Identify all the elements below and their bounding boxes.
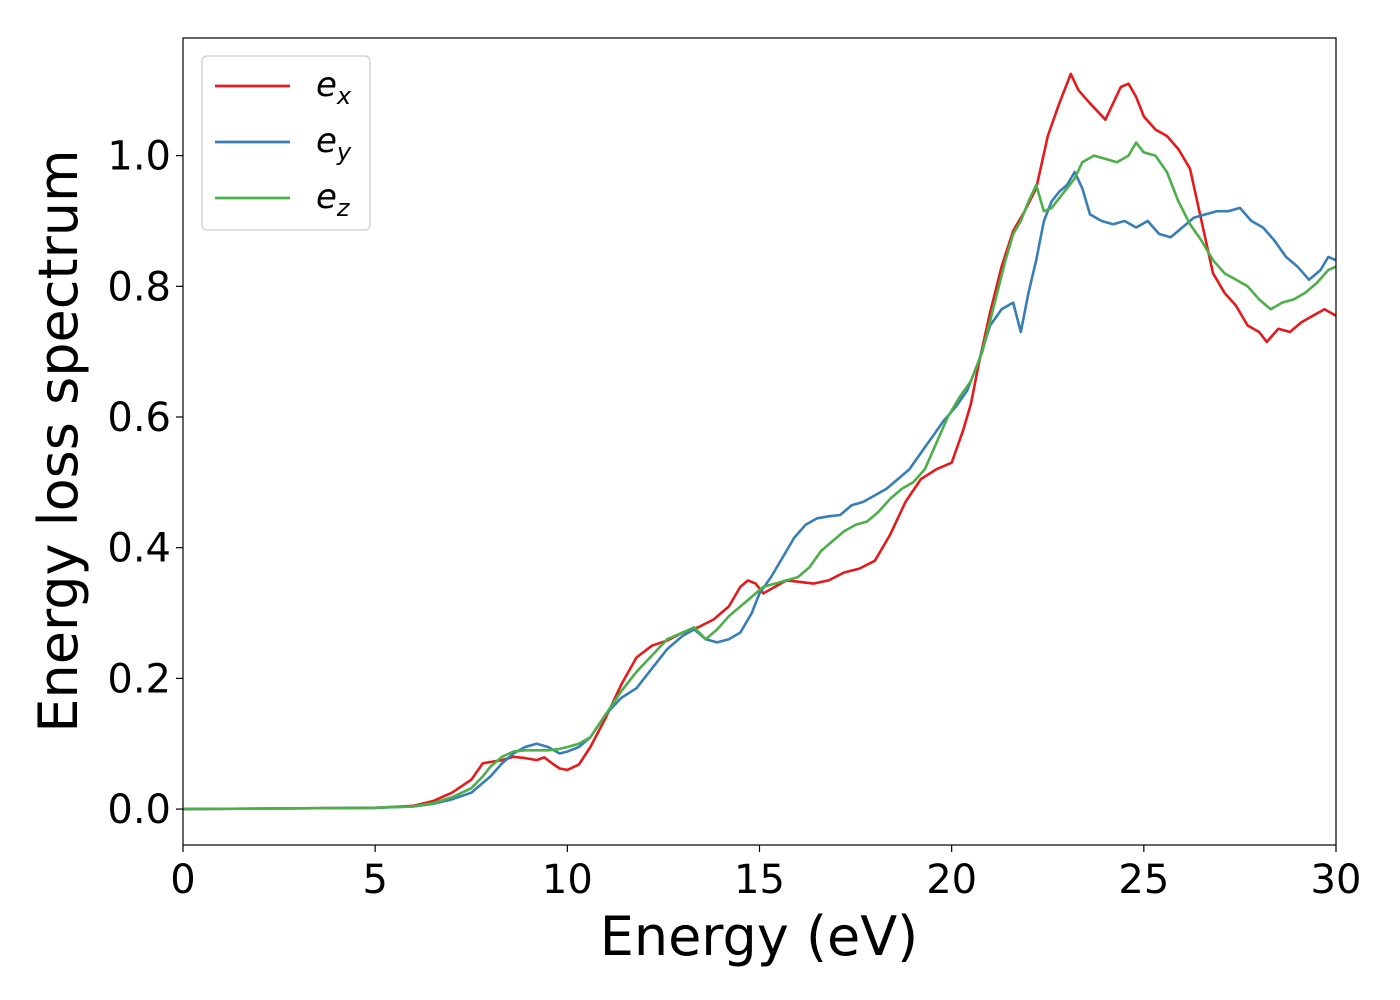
series-line-e-x [183,72,1336,811]
x-tick-label: 25 [1118,857,1169,903]
x-tick-label: 5 [362,857,387,903]
y-tick-label: 1.0 [107,134,171,180]
x-tick-label: 0 [170,857,195,903]
x-tick-label: 10 [542,857,593,903]
y-tick-label: 0.0 [107,787,171,833]
x-tick-label: 15 [734,857,785,903]
y-axis: 0.0 0.2 0.4 0.6 0.8 1.0 [107,134,183,833]
series-line-e-z [183,141,1336,811]
y-tick-label: 0.4 [107,526,171,572]
x-axis: 0 5 10 15 20 25 30 [170,845,1361,903]
x-tick-label: 30 [1311,857,1362,903]
series-line-e-y [183,170,1336,811]
x-axis-label: Energy (eV) [600,905,919,968]
y-axis-label: Energy loss spectrum [27,149,90,732]
x-tick-label: 20 [926,857,977,903]
y-tick-label: 0.8 [107,264,171,310]
series-layer [183,72,1336,811]
y-tick-label: 0.6 [107,395,171,441]
y-tick-label: 0.2 [107,656,171,702]
